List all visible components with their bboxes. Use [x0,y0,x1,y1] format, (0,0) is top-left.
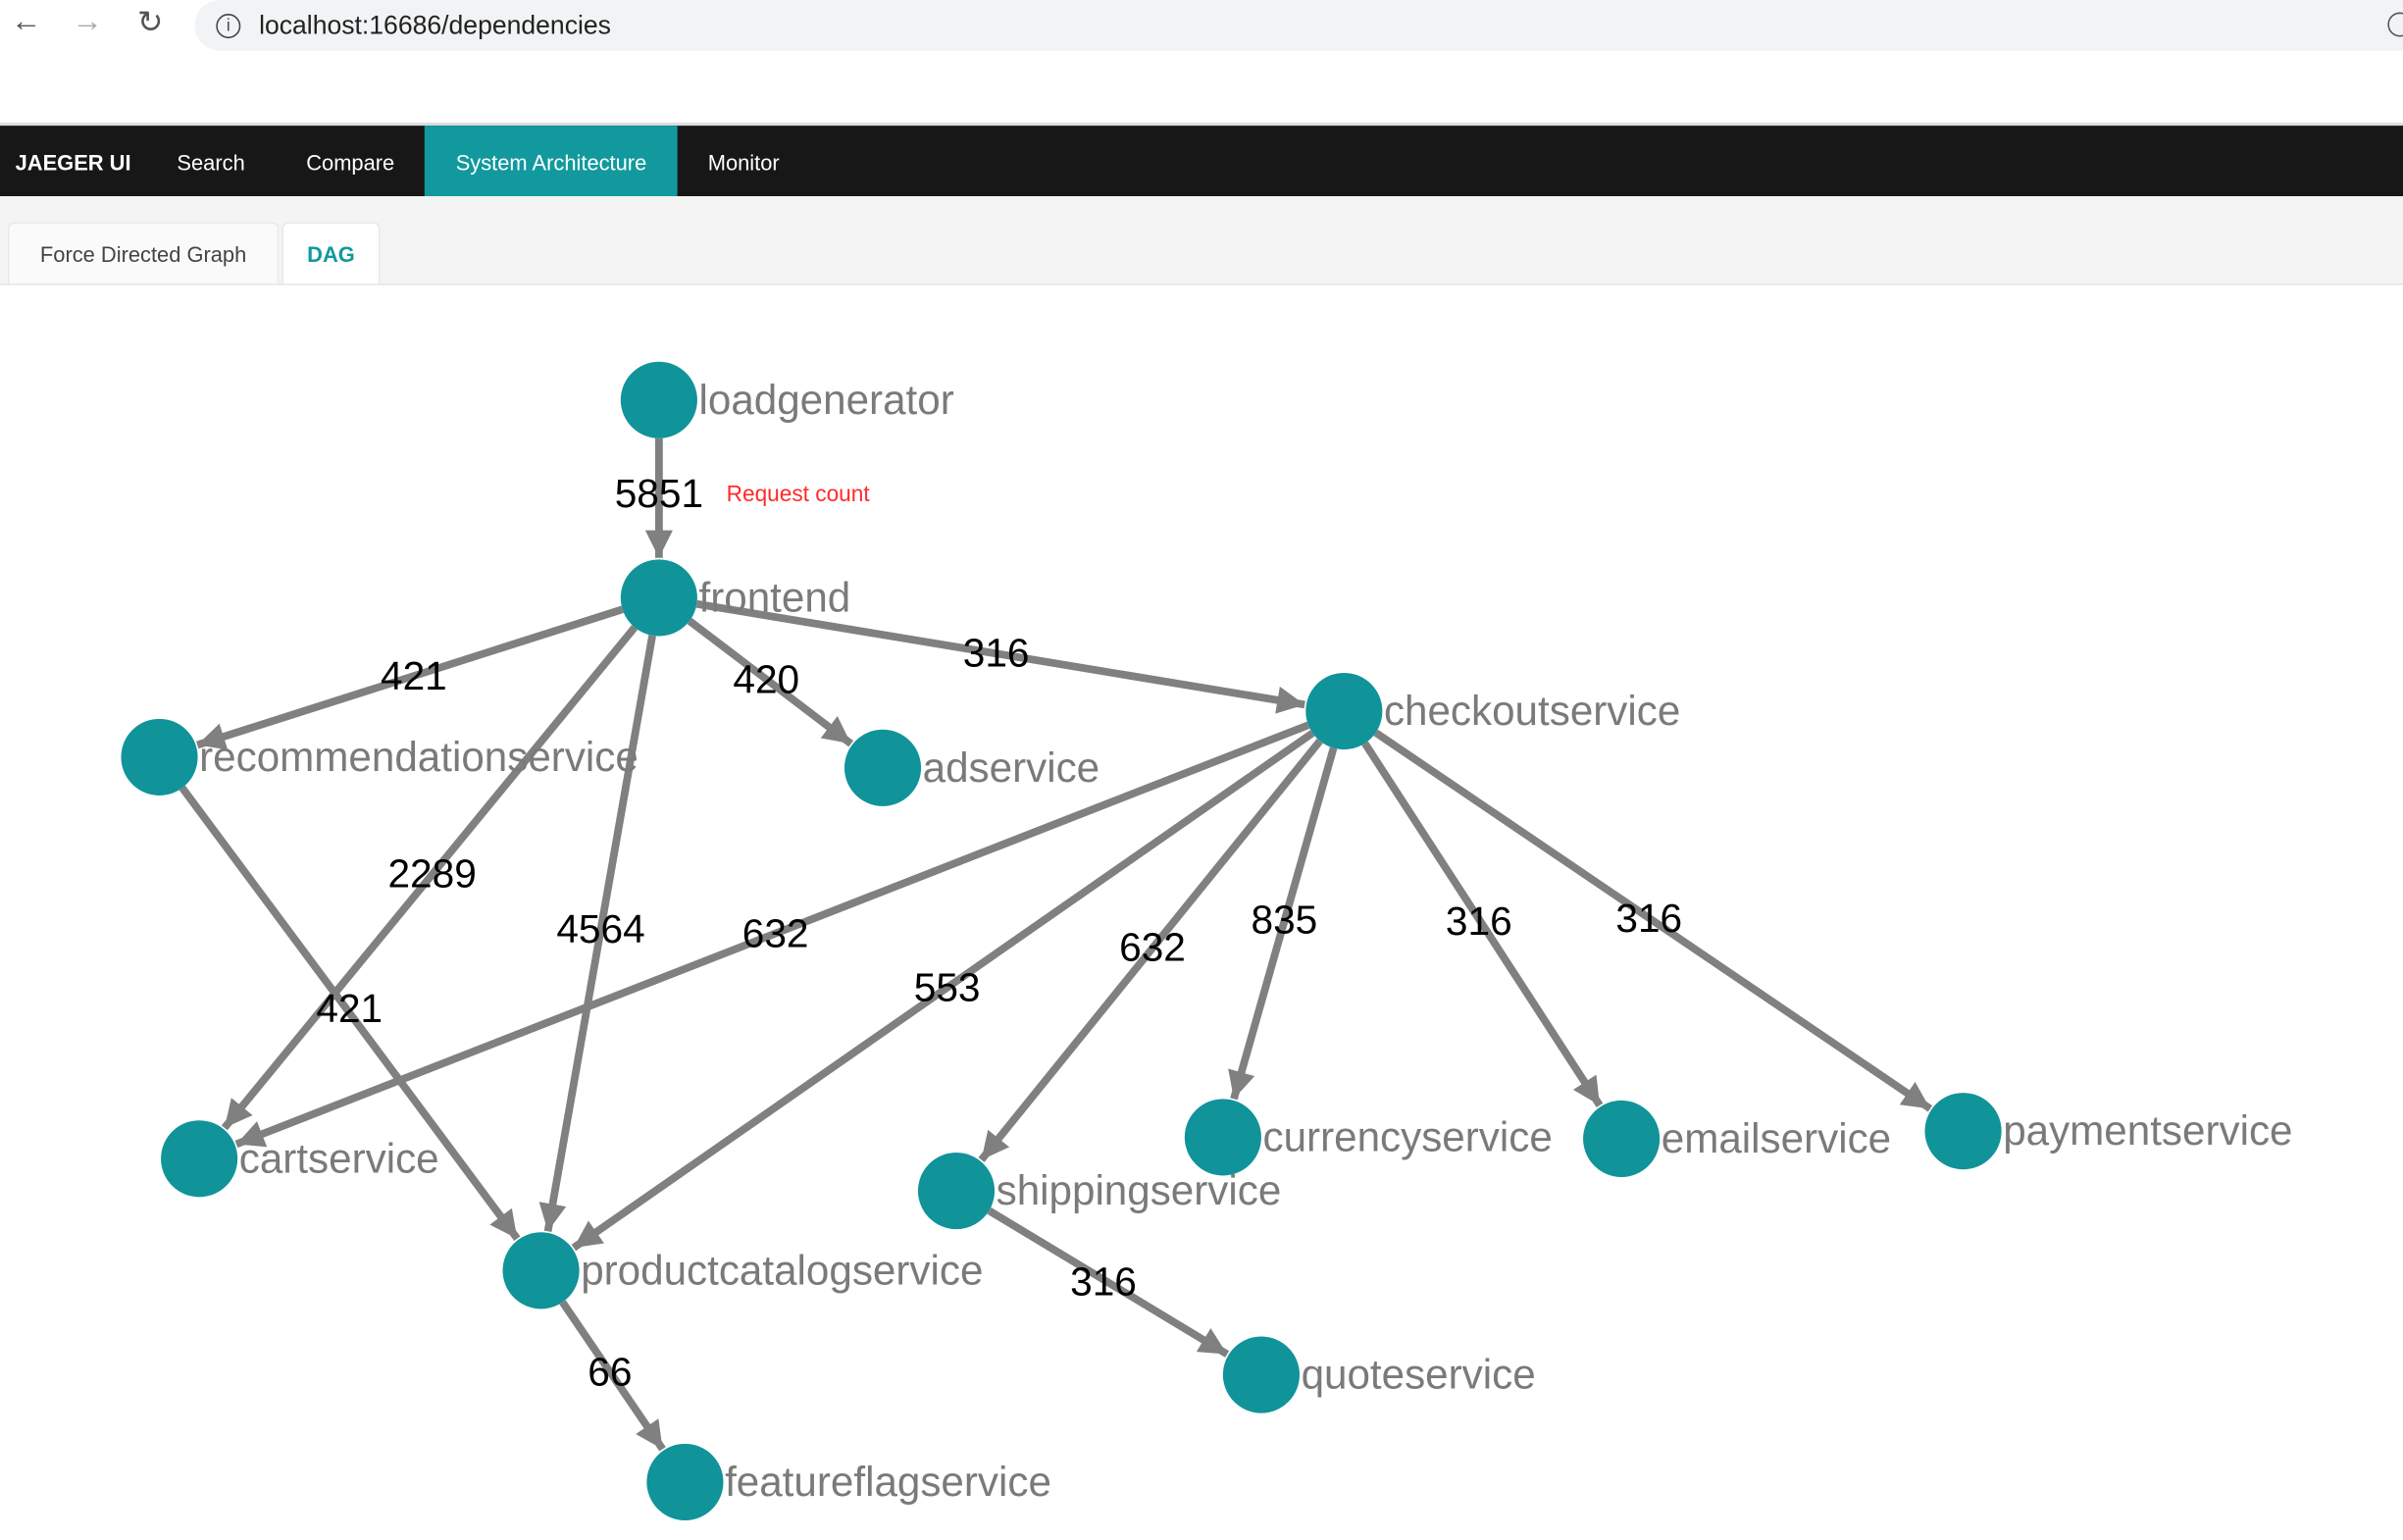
node-label: loadgenerator [699,377,954,423]
request-count-annotation: Request count [727,481,871,506]
node-circle[interactable] [1583,1100,1661,1177]
tab-dag[interactable]: DAG [281,222,381,284]
arrow-right-icon[interactable]: → [72,3,103,38]
node-quoteservice[interactable]: quoteservice [1222,1336,1536,1413]
node-circle[interactable] [620,559,697,637]
node-circle[interactable] [161,1120,238,1198]
edge-frontend-adservice [687,617,854,747]
edge-count-label: 66 [588,1350,632,1395]
node-label: frontend [699,574,851,620]
edge-count-label: 553 [914,964,981,1009]
edge-frontend-productcatalogservice [538,635,656,1232]
nav-compare[interactable]: Compare [306,149,395,175]
browser-toolbar: ← → ↻ i localhost:16686/dependencies [0,0,2403,51]
address-bar[interactable]: i localhost:16686/dependencies [194,0,2403,51]
edge-count-label: 421 [316,986,383,1031]
node-cartservice[interactable]: cartservice [161,1120,439,1198]
tab-force-directed-graph[interactable]: Force Directed Graph [7,222,280,284]
node-circle[interactable] [844,729,922,806]
node-label: checkoutservice [1384,688,1680,734]
top-nav: JAEGER UI Search Compare System Architec… [0,123,2403,198]
node-recommendationservice[interactable]: recommendationservice [121,718,639,796]
node-label: shippingservice [997,1167,1282,1213]
edge-count-label: 316 [963,631,1030,676]
node-circle[interactable] [1184,1099,1261,1176]
node-label: cartservice [239,1135,439,1181]
nav-system-architecture[interactable]: System Architecture [425,126,678,198]
arrow-left-icon[interactable]: ← [10,3,42,38]
edge-checkoutservice-emailservice [1361,741,1604,1107]
edge-checkoutservice-shippingservice [978,738,1323,1162]
edge-recommendationservice-productcatalogservice [179,785,521,1242]
nav-monitor[interactable]: Monitor [707,149,780,175]
node-label: recommendationservice [199,734,639,780]
node-label: paymentservice [2003,1107,2292,1154]
reload-icon[interactable]: ↻ [137,5,164,39]
edge-frontend-cartservice [221,625,639,1131]
node-adservice[interactable]: adservice [844,729,1100,806]
node-circle[interactable] [502,1232,580,1309]
node-circle[interactable] [1305,672,1383,750]
edge-count-label: 5851 [615,471,703,516]
node-label: quoteservice [1302,1352,1536,1398]
edge-checkoutservice-paymentservice [1373,729,1933,1112]
node-label: adservice [923,744,1100,791]
node-emailservice[interactable]: emailservice [1583,1100,1891,1177]
node-circle[interactable] [917,1153,996,1230]
node-loadgenerator[interactable]: loadgenerator [620,361,954,438]
edge-frontend-checkoutservice [695,599,1305,714]
node-circle[interactable] [1924,1093,2002,1170]
node-circle[interactable] [620,361,697,438]
edge-checkoutservice-productcatalogservice [571,730,1315,1252]
edge-count-label: 835 [1251,898,1317,943]
nav-search[interactable]: Search [177,149,245,175]
edge-count-label: 420 [733,656,799,701]
node-label: featureflagservice [725,1459,1051,1505]
node-shippingservice[interactable]: shippingservice [917,1153,1282,1230]
node-featureflagservice[interactable]: featureflagservice [646,1443,1051,1520]
node-circle[interactable] [1222,1336,1300,1413]
edge-shippingservice-quoteservice [987,1206,1230,1358]
node-label: currencyservice [1263,1113,1553,1159]
node-circle[interactable] [121,718,198,796]
edge-checkoutservice-cartservice [234,721,1310,1149]
node-productcatalogservice[interactable]: productcatalogservice [502,1232,984,1309]
node-checkoutservice[interactable]: checkoutservice [1305,672,1680,750]
node-circle[interactable] [646,1443,724,1520]
edge-count-label: 4564 [556,906,644,951]
edge-count-label: 632 [1119,925,1186,970]
edge-count-label: 316 [1615,896,1682,941]
edge-count-label: 316 [1446,898,1512,944]
edge-count-label: 316 [1070,1258,1137,1304]
info-icon[interactable]: i [216,13,241,38]
edge-productcatalogservice-featureflagservice [559,1300,666,1452]
edge-count-label: 2289 [387,851,476,897]
edge-frontend-recommendationservice [196,605,624,750]
node-label: productcatalogservice [581,1247,983,1293]
zoom-icon[interactable] [2387,12,2403,37]
brand-logo[interactable]: JAEGER UI [15,149,131,175]
url-text[interactable]: localhost:16686/dependencies [259,10,611,39]
node-currencyservice[interactable]: currencyservice [1184,1099,1553,1176]
node-paymentservice[interactable]: paymentservice [1924,1093,2293,1170]
edge-count-label: 632 [742,911,809,956]
node-label: emailservice [1662,1115,1891,1161]
edge-checkoutservice-currencyservice [1228,746,1338,1101]
dependency-graph: loadgenerator frontend recommendationservi… [121,361,2293,1520]
tab-bar: Force Directed Graph DAG [0,196,2403,285]
node-frontend[interactable]: frontend [620,559,851,637]
edge-count-label: 421 [381,653,447,698]
